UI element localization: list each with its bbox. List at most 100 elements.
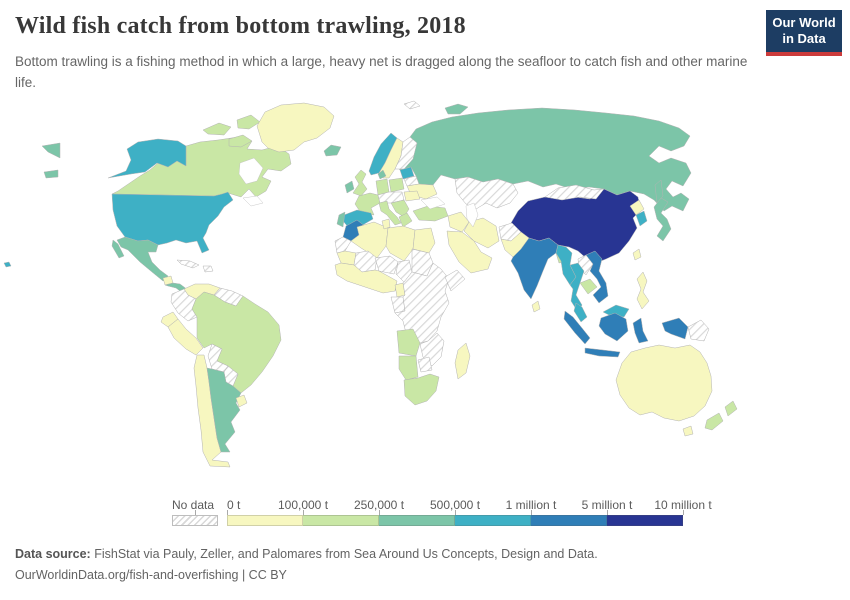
legend-swatch-5m-10m[interactable] xyxy=(607,515,683,526)
country-middle-east[interactable] xyxy=(447,211,470,233)
country-russia[interactable] xyxy=(397,107,692,212)
country-peru[interactable] xyxy=(167,318,204,356)
country-russia-kamchatka-fragment[interactable] xyxy=(43,169,59,179)
country-australia[interactable] xyxy=(615,344,713,422)
country-canada-arctic-island-3[interactable] xyxy=(228,134,253,148)
caspian-sea xyxy=(465,202,479,228)
country-canada-arctic-island-2[interactable] xyxy=(236,114,261,130)
country-uruguay[interactable] xyxy=(235,394,248,408)
country-sri-lanka[interactable] xyxy=(531,300,541,313)
legend-tick xyxy=(607,510,608,515)
legend-swatch-500k-1m[interactable] xyxy=(455,515,531,526)
legend-tick-label: 250,000 t xyxy=(353,498,405,512)
country-philippines[interactable] xyxy=(636,271,650,310)
chart-footer: Data source: FishStat via Pauly, Zeller,… xyxy=(15,544,598,585)
country-niger[interactable] xyxy=(374,255,399,275)
country-taiwan[interactable] xyxy=(632,248,642,261)
page-title: Wild fish catch from bottom trawling, 20… xyxy=(15,13,466,39)
country-indonesia-sumatra[interactable] xyxy=(563,310,591,345)
country-western-sahara[interactable] xyxy=(334,236,352,254)
country-poland[interactable] xyxy=(388,177,405,193)
country-baltic-states[interactable] xyxy=(399,166,415,180)
country-cuba[interactable] xyxy=(176,259,200,269)
country-svalbard[interactable] xyxy=(403,100,421,110)
country-angola[interactable] xyxy=(396,328,421,357)
legend-tick xyxy=(303,510,304,515)
great-lakes xyxy=(242,195,264,207)
legend-tick xyxy=(683,510,684,515)
legend-swatch-1m-5m[interactable] xyxy=(531,515,607,526)
legend-swatch-250k-500k[interactable] xyxy=(379,515,455,526)
country-cambodia[interactable] xyxy=(579,278,598,295)
country-indonesia-west-papua[interactable] xyxy=(661,317,689,340)
country-papua-new-guinea[interactable] xyxy=(687,319,710,342)
country-malaysia-peninsula[interactable] xyxy=(573,302,588,323)
black-sea xyxy=(420,196,446,210)
country-iceland[interactable] xyxy=(323,144,342,157)
owid-logo-line1: Our World xyxy=(772,15,836,30)
country-indonesia-sulawesi[interactable] xyxy=(632,317,649,344)
country-new-zealand-north[interactable] xyxy=(724,400,738,417)
country-united-states-hawaii[interactable] xyxy=(3,261,12,268)
country-indonesia-kalimantan[interactable] xyxy=(598,312,629,342)
country-mauritania[interactable] xyxy=(336,250,357,266)
country-indonesia-java[interactable] xyxy=(584,347,621,358)
data-source-text: FishStat via Pauly, Zeller, and Palomare… xyxy=(94,547,598,561)
country-namibia[interactable] xyxy=(398,355,419,381)
country-south-africa[interactable] xyxy=(403,373,440,406)
legend-tick-label: 0 t xyxy=(227,498,241,512)
license-line[interactable]: OurWorldinData.org/fish-and-overfishing … xyxy=(15,567,287,582)
country-united-states-alaska[interactable] xyxy=(107,138,187,179)
legend-no-data-label: No data xyxy=(172,498,215,512)
country-ireland[interactable] xyxy=(344,180,355,194)
country-libya[interactable] xyxy=(385,225,416,262)
hudson-bay xyxy=(238,157,264,185)
country-somalia[interactable] xyxy=(444,269,466,292)
country-mexico-baja[interactable] xyxy=(111,239,125,259)
country-south-korea[interactable] xyxy=(635,210,648,227)
country-russia-sakhalin[interactable] xyxy=(654,179,664,204)
legend-no-data-swatch[interactable] xyxy=(172,515,218,526)
country-united-kingdom[interactable] xyxy=(352,169,368,197)
legend-tick-label: 1 million t xyxy=(505,498,557,512)
country-romania[interactable] xyxy=(403,190,421,202)
country-greenland[interactable] xyxy=(256,102,335,153)
legend-tick-label: 100,000 t xyxy=(277,498,329,512)
country-russia-chukotka-fragment[interactable] xyxy=(41,142,61,159)
country-denmark[interactable] xyxy=(377,169,387,180)
owid-logo[interactable]: Our World in Data xyxy=(766,10,842,56)
legend-tick xyxy=(227,510,228,515)
country-argentina[interactable] xyxy=(206,367,242,453)
country-gabon-congo[interactable] xyxy=(390,296,406,314)
legend-swatch-0-100k[interactable] xyxy=(227,515,303,526)
legend-swatch-100k-250k[interactable] xyxy=(303,515,379,526)
country-japan[interactable] xyxy=(653,197,672,242)
country-hispaniola[interactable] xyxy=(202,265,214,273)
country-portugal[interactable] xyxy=(336,211,346,228)
country-australia-tasmania[interactable] xyxy=(682,425,694,437)
country-madagascar[interactable] xyxy=(454,342,471,380)
country-central-east-africa[interactable] xyxy=(394,262,450,345)
country-russia-novaya-zemlya[interactable] xyxy=(444,103,469,115)
country-canada-arctic-island-1[interactable] xyxy=(202,122,232,136)
country-saudi-arabia[interactable] xyxy=(446,230,493,274)
country-mexico[interactable] xyxy=(116,236,169,282)
country-new-zealand-south[interactable] xyxy=(704,412,724,431)
country-mongolia[interactable] xyxy=(544,184,605,201)
country-france[interactable] xyxy=(354,192,381,216)
country-west-africa[interactable] xyxy=(334,262,398,294)
country-botswana[interactable] xyxy=(417,356,433,373)
country-italy[interactable] xyxy=(378,200,402,226)
country-india[interactable] xyxy=(510,237,559,300)
legend-no-data-tick xyxy=(195,510,196,515)
country-north-korea[interactable] xyxy=(629,199,645,216)
country-tunisia[interactable] xyxy=(381,218,391,230)
owid-logo-line2: in Data xyxy=(782,31,826,47)
country-vietnam[interactable] xyxy=(585,250,609,304)
country-finland[interactable] xyxy=(394,136,418,170)
country-kazakhstan[interactable] xyxy=(454,176,519,210)
data-source-label: Data source: xyxy=(15,547,91,561)
country-greece[interactable] xyxy=(398,212,413,228)
country-egypt[interactable] xyxy=(412,227,436,254)
